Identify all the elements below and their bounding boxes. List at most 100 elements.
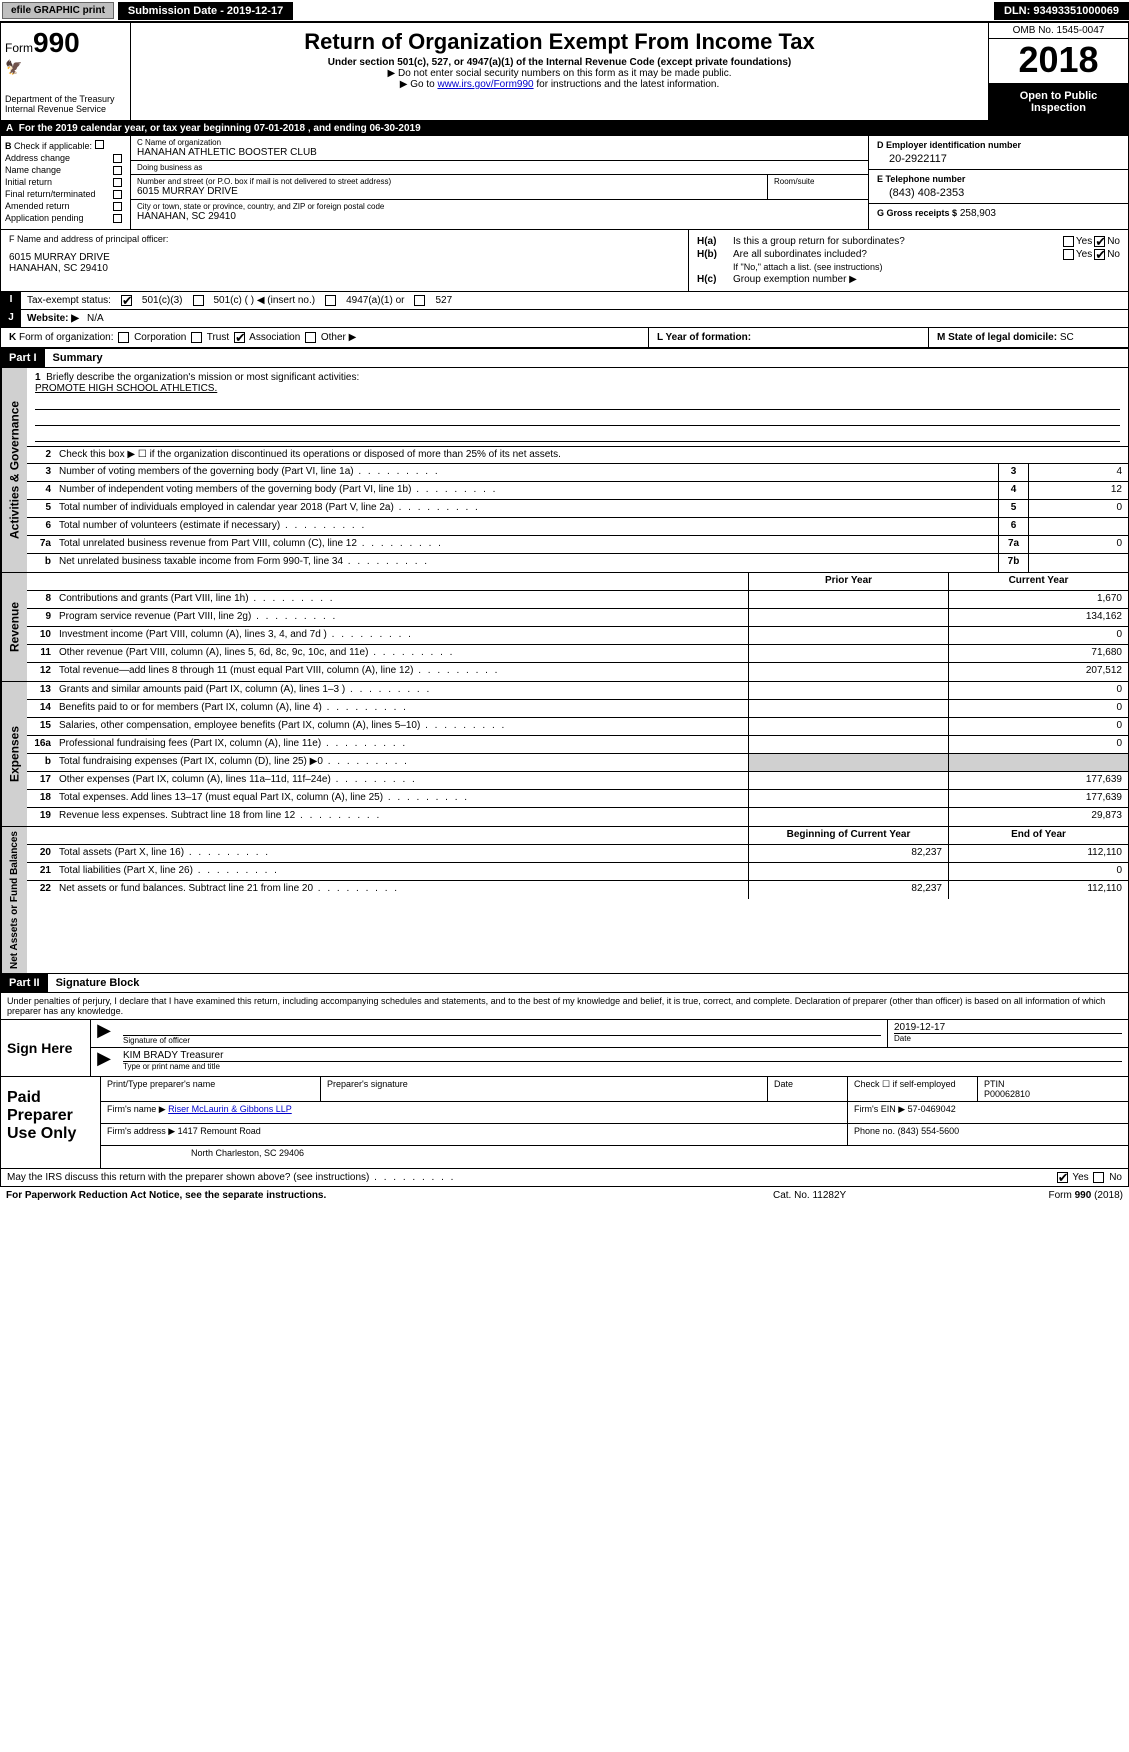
hb-yes-checkbox[interactable] xyxy=(1063,249,1074,260)
k-checkbox[interactable] xyxy=(191,332,202,343)
checkbox-icon[interactable] xyxy=(113,178,122,187)
line-desc: Investment income (Part VIII, column (A)… xyxy=(55,627,748,644)
firm-addr-label: Firm's address ▶ xyxy=(107,1126,175,1136)
hb-no-checkbox[interactable] xyxy=(1094,249,1105,260)
firm-addr: 1417 Remount Road xyxy=(178,1126,261,1136)
prior-val xyxy=(748,609,948,626)
summary-line: 4 Number of independent voting members o… xyxy=(27,482,1128,500)
prior-val: 82,237 xyxy=(748,845,948,862)
row-fh: F Name and address of principal officer:… xyxy=(0,230,1129,292)
ha-no-checkbox[interactable] xyxy=(1094,236,1105,247)
curr-val: 0 xyxy=(948,736,1128,753)
firm-name-label: Firm's name ▶ xyxy=(107,1104,166,1114)
summary-line: b Total fundraising expenses (Part IX, c… xyxy=(27,754,1128,772)
efile-print-button[interactable]: efile GRAPHIC print xyxy=(2,2,114,19)
letter-a: A xyxy=(6,123,13,134)
curr-val: 0 xyxy=(948,718,1128,735)
line-desc: Total number of individuals employed in … xyxy=(55,500,998,517)
b-item-label: Address change xyxy=(5,153,70,163)
arrow-icon: ▶ xyxy=(91,1020,117,1047)
netassets-label: Net Assets or Fund Balances xyxy=(1,827,27,973)
summary-line: 18 Total expenses. Add lines 13–17 (must… xyxy=(27,790,1128,808)
prior-year-header: Prior Year xyxy=(748,573,948,590)
line-desc: Net unrelated business taxable income fr… xyxy=(55,554,998,572)
line-num: 10 xyxy=(27,627,55,644)
no-label-2: No xyxy=(1107,249,1120,260)
paperwork-notice: For Paperwork Reduction Act Notice, see … xyxy=(6,1190,773,1201)
checkbox-icon[interactable] xyxy=(95,140,104,149)
form-subtitle: Under section 501(c), 527, or 4947(a)(1)… xyxy=(135,57,984,68)
line-desc: Revenue less expenses. Subtract line 18 … xyxy=(55,808,748,826)
k-checkbox[interactable] xyxy=(305,332,316,343)
line-num: 6 xyxy=(27,518,55,535)
firm-phone-label: Phone no. xyxy=(854,1126,895,1136)
curr-val: 207,512 xyxy=(948,663,1128,681)
501c-checkbox[interactable] xyxy=(193,295,204,306)
letter-k: K xyxy=(9,332,16,343)
curr-val: 0 xyxy=(948,700,1128,717)
summary-line: 14 Benefits paid to or for members (Part… xyxy=(27,700,1128,718)
line-desc: Total assets (Part X, line 16) xyxy=(55,845,748,862)
form-number: Form990 xyxy=(5,27,126,59)
prior-val xyxy=(748,682,948,699)
line-num: 14 xyxy=(27,700,55,717)
line2-desc: Check this box ▶ ☐ if the organization d… xyxy=(55,447,1128,463)
submission-date: Submission Date - 2019-12-17 xyxy=(118,2,293,20)
501c3-checkbox[interactable] xyxy=(121,295,132,306)
row-a-text: For the 2019 calendar year, or tax year … xyxy=(19,123,421,134)
line-num: 19 xyxy=(27,808,55,826)
4947-checkbox[interactable] xyxy=(325,295,336,306)
discuss-no-checkbox[interactable] xyxy=(1093,1172,1104,1183)
omb-number: OMB No. 1545-0047 xyxy=(989,23,1128,39)
footer: For Paperwork Reduction Act Notice, see … xyxy=(0,1187,1129,1204)
checkbox-icon[interactable] xyxy=(113,190,122,199)
k-checkbox[interactable] xyxy=(234,332,245,343)
line-desc: Total number of volunteers (estimate if … xyxy=(55,518,998,535)
prior-val xyxy=(748,736,948,753)
col-f: F Name and address of principal officer:… xyxy=(1,230,688,291)
ha-label: H(a) xyxy=(697,236,733,247)
k-opt: Corporation xyxy=(134,332,186,343)
irs-link[interactable]: www.irs.gov/Form990 xyxy=(437,79,533,90)
line-desc: Other expenses (Part IX, column (A), lin… xyxy=(55,772,748,789)
ha-yes-checkbox[interactable] xyxy=(1063,236,1074,247)
officer-name: KIM BRADY Treasurer xyxy=(123,1050,1122,1062)
checkbox-icon[interactable] xyxy=(113,154,122,163)
curr-val: 71,680 xyxy=(948,645,1128,662)
end-year-header: End of Year xyxy=(948,827,1128,844)
line-val: 0 xyxy=(1028,500,1128,517)
checkbox-icon[interactable] xyxy=(113,166,122,175)
sign-section: Sign Here ▶ Signature of officer 2019-12… xyxy=(0,1020,1129,1077)
i-label: Tax-exempt status: xyxy=(27,295,111,306)
line-desc: Salaries, other compensation, employee b… xyxy=(55,718,748,735)
summary-line: 13 Grants and similar amounts paid (Part… xyxy=(27,682,1128,700)
line-desc: Net assets or fund balances. Subtract li… xyxy=(55,881,748,899)
note-ssn: ▶ Do not enter social security numbers o… xyxy=(135,68,984,79)
line-desc: Total unrelated business revenue from Pa… xyxy=(55,536,998,553)
k-opt: Trust xyxy=(207,332,229,343)
line-desc: Total fundraising expenses (Part IX, col… xyxy=(55,754,748,771)
ptin-label: PTIN xyxy=(984,1079,1005,1089)
527-checkbox[interactable] xyxy=(414,295,425,306)
line-val: 4 xyxy=(1028,464,1128,481)
discuss-yes-checkbox[interactable] xyxy=(1057,1172,1068,1183)
row-j: J Website: ▶ N/A xyxy=(0,310,1129,328)
section-bcd: B Check if applicable: Address changeNam… xyxy=(0,136,1129,230)
mission-blank-line xyxy=(35,428,1120,442)
line-num: 5 xyxy=(27,500,55,517)
current-year-header: Current Year xyxy=(948,573,1128,590)
line-num: 11 xyxy=(27,645,55,662)
preparer-label: Paid Preparer Use Only xyxy=(1,1077,101,1168)
summary-line: 9 Program service revenue (Part VIII, li… xyxy=(27,609,1128,627)
cat-no: Cat. No. 11282Y xyxy=(773,1190,973,1201)
expenses-section: Expenses 13 Grants and similar amounts p… xyxy=(0,682,1129,827)
checkbox-icon[interactable] xyxy=(113,214,122,223)
preparer-section: Paid Preparer Use Only Print/Type prepar… xyxy=(0,1077,1129,1169)
k-checkbox[interactable] xyxy=(118,332,129,343)
firm-addr2: North Charleston, SC 29406 xyxy=(101,1146,1128,1168)
line-num: 9 xyxy=(27,609,55,626)
line-desc: Grants and similar amounts paid (Part IX… xyxy=(55,682,748,699)
ein-label: D Employer identification number xyxy=(877,140,1120,150)
checkbox-icon[interactable] xyxy=(113,202,122,211)
firm-name-link[interactable]: Riser McLaurin & Gibbons LLP xyxy=(168,1104,292,1114)
